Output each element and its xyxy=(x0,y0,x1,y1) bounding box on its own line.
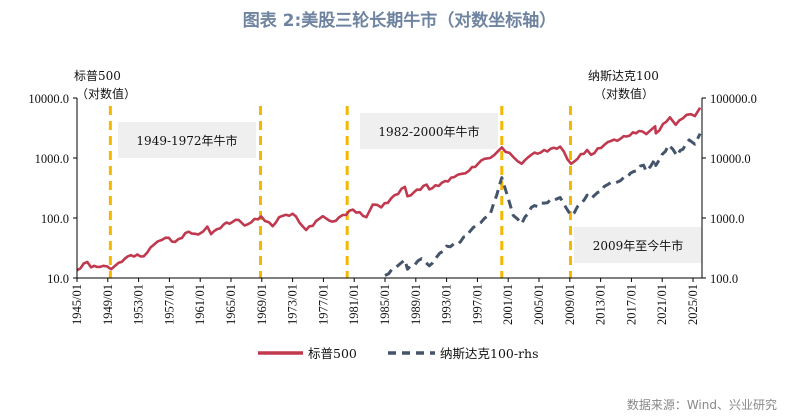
x-tick-label: 1981/01 xyxy=(347,284,361,325)
x-tick-label: 1985/01 xyxy=(378,284,392,325)
legend: 标普500 纳斯达克100-rhs xyxy=(258,346,539,361)
x-tick-label: 1997/01 xyxy=(470,284,484,325)
chart-title: 图表 2:美股三轮长期牛市（对数坐标轴） xyxy=(242,11,557,31)
x-tick-label: 1961/01 xyxy=(193,284,207,325)
left-axis-label-2: （对数值） xyxy=(76,86,136,101)
x-tick-label: 1957/01 xyxy=(162,284,176,325)
x-tick-label: 1949/01 xyxy=(101,284,115,325)
annotation-box xyxy=(574,227,702,263)
x-tick-label: 2017/01 xyxy=(624,284,638,325)
x-tick-label: 1993/01 xyxy=(440,284,454,325)
right-axis-label-1: 纳斯达克100 xyxy=(588,69,659,83)
left-axis-label-1: 标普500 xyxy=(74,69,121,83)
x-tick-label: 1989/01 xyxy=(409,284,423,325)
left-tick-label: 100.0 xyxy=(41,212,69,226)
x-tick-label: 2009/01 xyxy=(563,284,577,325)
nasdaq100-series-line xyxy=(384,132,702,277)
left-tick-label: 1000.0 xyxy=(35,152,69,166)
x-tick-label: 2005/01 xyxy=(532,284,546,325)
x-tick-label: 1945/01 xyxy=(70,284,84,325)
annotation-box xyxy=(360,113,498,149)
x-tick-label: 1973/01 xyxy=(286,284,300,325)
x-tick-label: 2025/01 xyxy=(686,284,700,325)
left-tick-label: 10000.0 xyxy=(28,92,69,106)
x-tick-label: 1965/01 xyxy=(224,284,238,325)
right-tick-label: 100.0 xyxy=(710,272,738,286)
sp500-series-line xyxy=(76,107,702,272)
annotation-box xyxy=(118,122,256,158)
right-tick-label: 10000.0 xyxy=(710,152,751,166)
x-tick-label: 1977/01 xyxy=(316,284,330,325)
x-tick-label: 2001/01 xyxy=(501,284,515,325)
data-source: 数据来源：Wind、兴业研究 xyxy=(626,398,777,412)
right-tick-label: 1000.0 xyxy=(710,212,744,226)
annotation-label: 2009年至今牛市 xyxy=(593,238,684,253)
right-axis-label-2: （对数值） xyxy=(594,86,654,101)
left-tick-label: 10.0 xyxy=(47,272,69,286)
right-tick-label: 100000.0 xyxy=(710,92,757,106)
annotation-label: 1982-2000年牛市 xyxy=(378,124,479,139)
x-tick-label: 1969/01 xyxy=(255,284,269,325)
annotation-label: 1949-1972年牛市 xyxy=(136,133,237,148)
legend-label-sp500: 标普500 xyxy=(308,346,357,361)
x-tick-label: 2013/01 xyxy=(594,284,608,325)
legend-label-nasdaq100: 纳斯达克100-rhs xyxy=(440,346,539,361)
x-tick-label: 1953/01 xyxy=(132,284,146,325)
x-tick-label: 2021/01 xyxy=(655,284,669,325)
